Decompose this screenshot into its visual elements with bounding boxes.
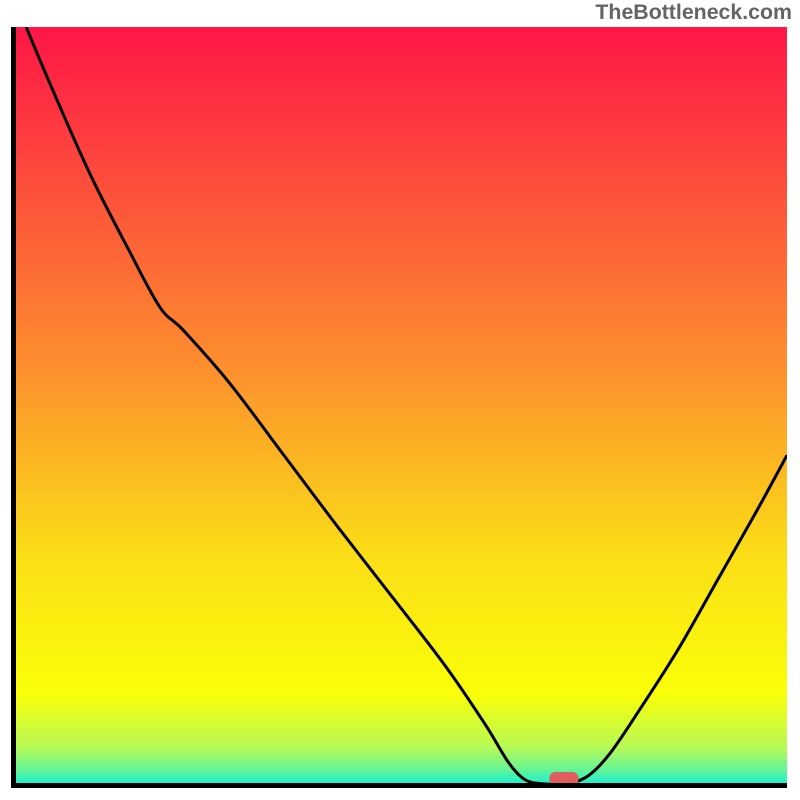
plot-area [13,27,787,785]
y-axis-line [11,27,16,788]
bottleneck-curve [26,27,787,784]
chart-container: TheBottleneck.com [0,0,800,800]
x-axis-line [11,783,788,788]
curve-layer [13,27,787,785]
watermark-text: TheBottleneck.com [595,0,792,25]
